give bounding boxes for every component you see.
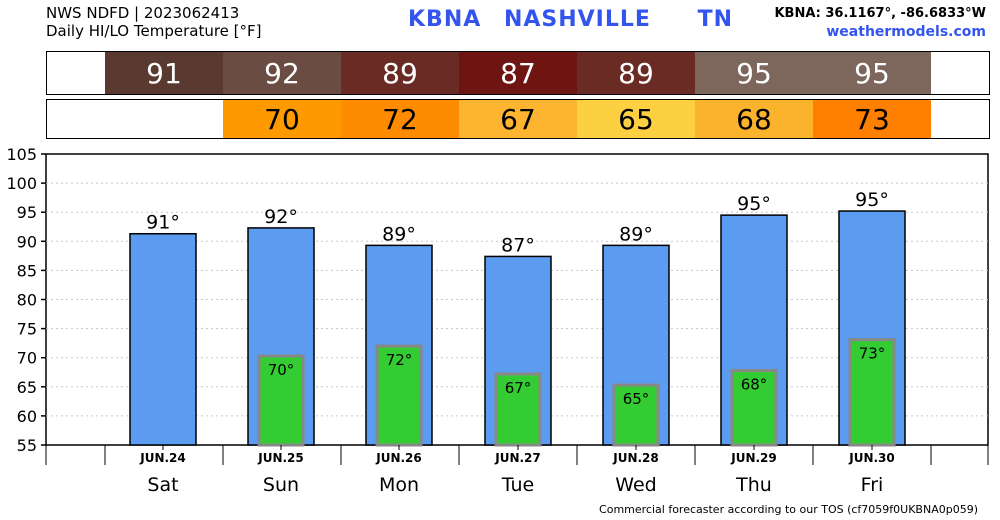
lo-bar xyxy=(375,344,423,447)
footer-note: Commercial forecaster according to our T… xyxy=(599,503,978,516)
hi-bar-label: 87° xyxy=(501,234,535,256)
station-city: NASHVILLE xyxy=(503,7,651,32)
day-label: Fri xyxy=(861,474,884,496)
lo-temp-cell: 67 xyxy=(459,100,577,138)
lo-temp-cell: 65 xyxy=(577,100,695,138)
station-state: TN xyxy=(697,7,734,32)
day-label: Wed xyxy=(615,474,656,496)
y-tick-label: 95 xyxy=(17,203,37,222)
lo-temp-cell: 72 xyxy=(341,100,459,138)
y-tick-label: 60 xyxy=(17,407,37,426)
station-title: KBNA NASHVILLE TN xyxy=(408,7,747,32)
date-label: JUN.27 xyxy=(494,451,541,465)
station-code: KBNA xyxy=(408,7,482,32)
lo-temp-cell: 68 xyxy=(695,100,813,138)
hi-bar-label: 89° xyxy=(619,223,653,245)
hi-bar-label: 89° xyxy=(382,223,416,245)
lo-bar-label: 72° xyxy=(386,351,413,369)
coords-label: KBNA: 36.1167°, -86.6833°W xyxy=(774,6,986,21)
lo-bar-label: 67° xyxy=(505,379,532,397)
y-tick-label: 105 xyxy=(6,145,37,164)
day-label: Thu xyxy=(735,474,772,496)
lo-bar xyxy=(848,338,896,447)
y-tick-label: 70 xyxy=(17,349,37,368)
lo-bar-label: 65° xyxy=(623,390,650,408)
hi-temp-cell: 91 xyxy=(105,52,223,94)
hi-bar-label: 95° xyxy=(737,193,771,215)
lo-temp-cell: 73 xyxy=(813,100,931,138)
day-label: Sun xyxy=(263,474,299,496)
date-label: JUN.28 xyxy=(612,451,659,465)
day-label: Tue xyxy=(501,474,534,496)
day-label: Mon xyxy=(379,474,419,496)
hi-temp-strip: 91 92 89 87 89 95 95 xyxy=(46,51,990,95)
day-label: Sat xyxy=(147,474,178,496)
lo-bar xyxy=(257,354,305,447)
y-tick-label: 100 xyxy=(6,174,37,193)
y-tick-label: 85 xyxy=(17,261,37,280)
lo-bar xyxy=(612,383,660,447)
hi-temp-cell: 95 xyxy=(695,52,813,94)
lo-bar-label: 73° xyxy=(859,345,886,363)
lo-temp-strip: 70 72 67 65 68 73 xyxy=(46,99,990,139)
hi-bar xyxy=(129,232,197,446)
date-label: JUN.26 xyxy=(375,451,422,465)
lo-bar xyxy=(730,369,778,447)
site-link[interactable]: weathermodels.com xyxy=(826,24,986,40)
lo-bar-label: 68° xyxy=(741,376,768,394)
hi-temp-cell: 89 xyxy=(341,52,459,94)
hi-temp-cell: 87 xyxy=(459,52,577,94)
hi-bar-label: 95° xyxy=(855,189,889,211)
y-tick-label: 90 xyxy=(17,232,37,251)
date-label: JUN.24 xyxy=(139,451,186,465)
date-label: JUN.30 xyxy=(848,451,895,465)
date-label: JUN.25 xyxy=(257,451,304,465)
hi-temp-cell: 89 xyxy=(577,52,695,94)
y-tick-label: 55 xyxy=(17,436,37,455)
source-label: NWS NDFD | 2023062413 xyxy=(46,4,240,22)
hi-bar-label: 91° xyxy=(146,212,180,234)
hi-temp-cell: 95 xyxy=(813,52,931,94)
lo-bar-label: 70° xyxy=(268,361,295,379)
lo-temp-cell: 70 xyxy=(223,100,341,138)
hi-bar-label: 92° xyxy=(264,206,298,228)
y-tick-label: 65 xyxy=(17,378,37,397)
y-tick-label: 80 xyxy=(17,291,37,310)
subtitle-label: Daily HI/LO Temperature [°F] xyxy=(46,22,262,40)
header-right: KBNA: 36.1167°, -86.6833°W weathermodels… xyxy=(774,5,986,41)
header-left: NWS NDFD | 2023062413 Daily HI/LO Temper… xyxy=(46,4,262,40)
date-label: JUN.29 xyxy=(730,451,777,465)
y-tick-label: 75 xyxy=(17,320,37,339)
hi-temp-cell: 92 xyxy=(223,52,341,94)
